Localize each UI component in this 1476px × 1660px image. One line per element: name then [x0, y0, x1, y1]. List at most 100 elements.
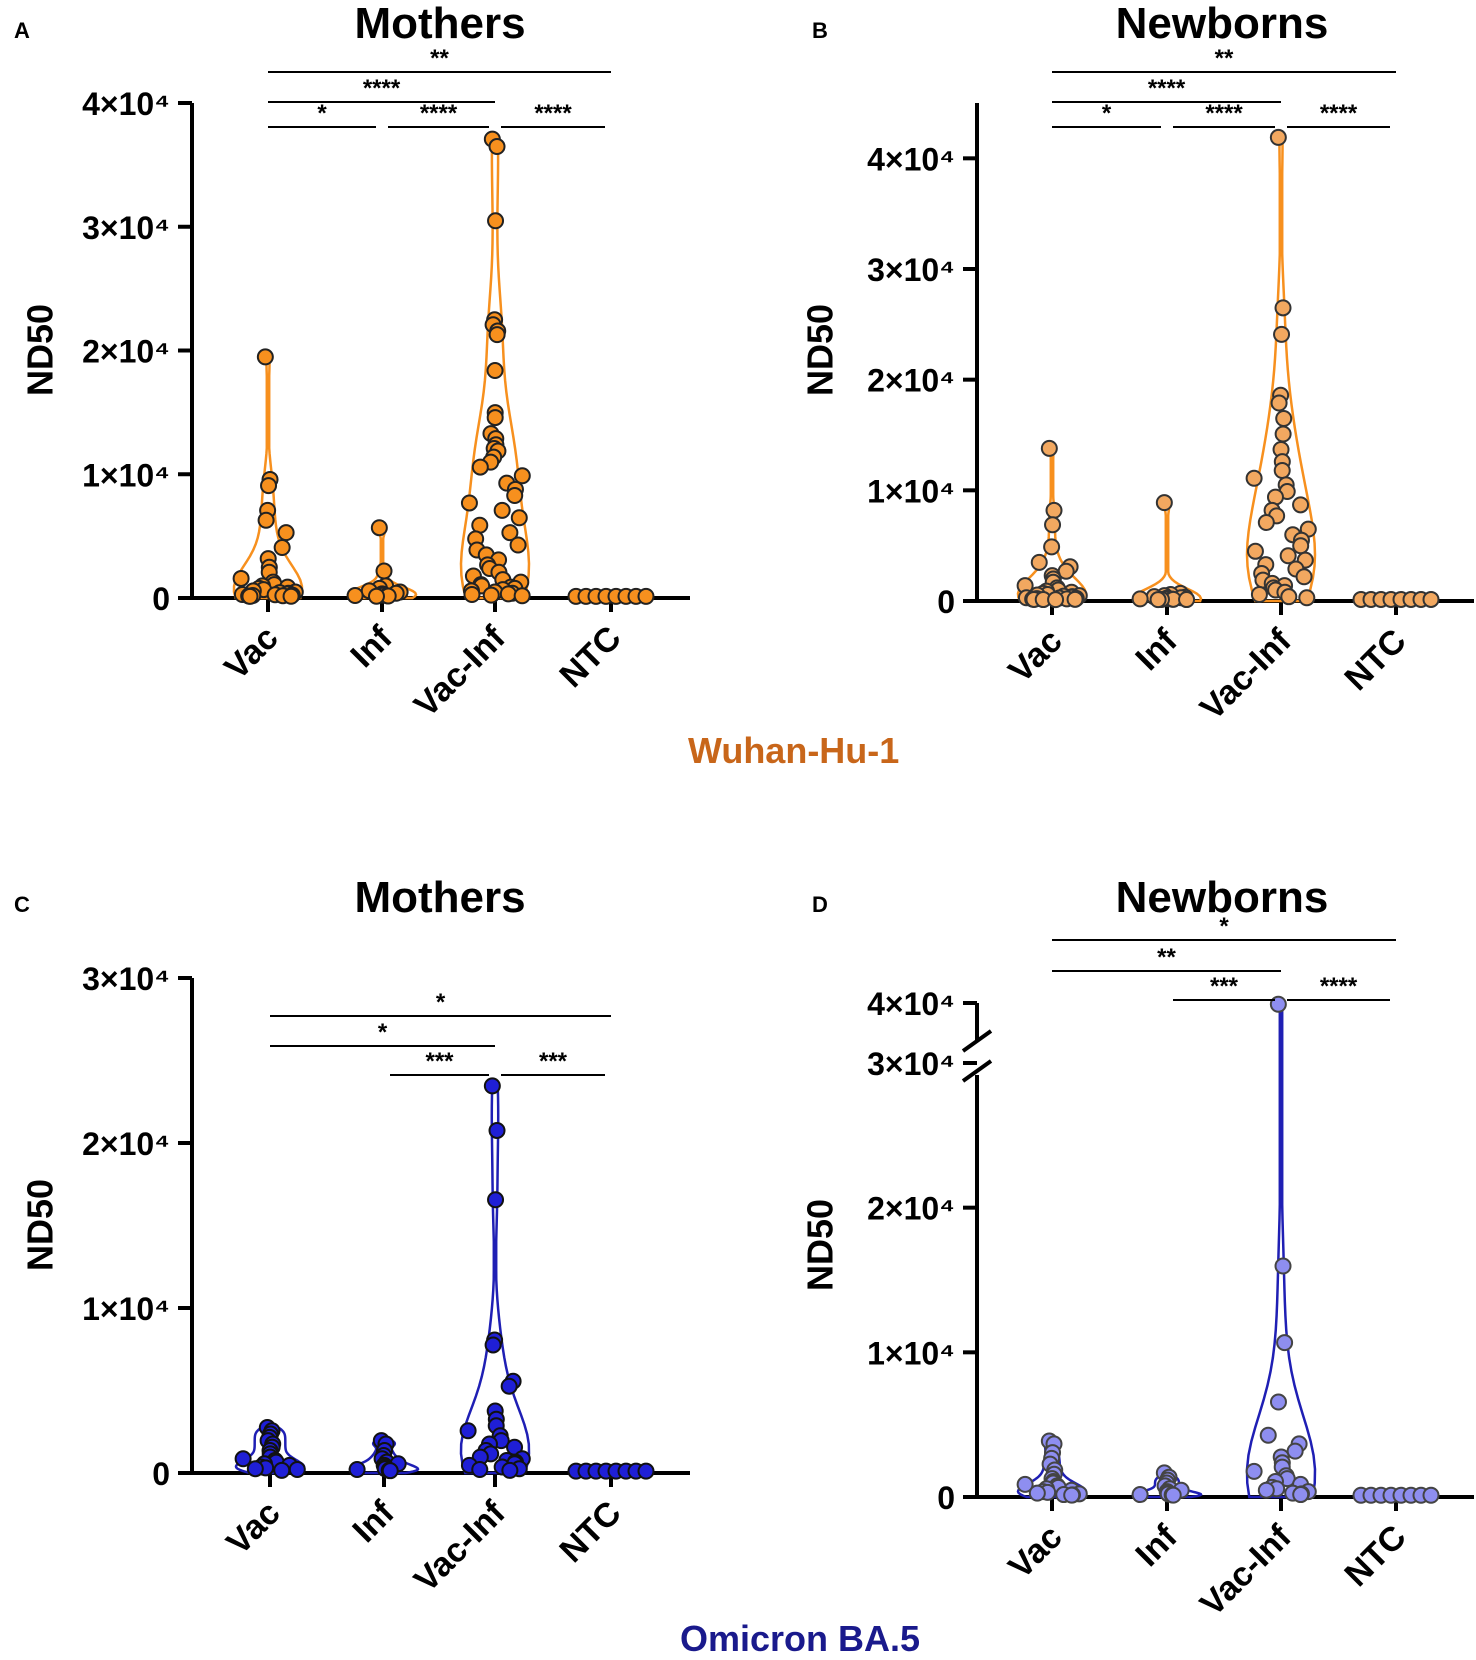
data-point	[1292, 1486, 1310, 1504]
data-point	[1250, 585, 1268, 603]
data-point	[484, 1336, 502, 1354]
panel-letter: B	[812, 18, 828, 43]
panel-letter: C	[14, 892, 30, 917]
y-tick-label: 0	[152, 581, 170, 617]
violin-vac-inf	[1245, 1004, 1317, 1499]
data-point	[1047, 591, 1065, 609]
data-point	[1245, 1462, 1263, 1480]
y-tick-label: 2×10⁴	[867, 1191, 955, 1227]
x-tick-label: Vac-Inf	[407, 1493, 513, 1599]
significance-label: ****	[1320, 973, 1358, 1000]
data-point	[1066, 590, 1084, 608]
panel-d: D Newborns ND50 0 1×10⁴ 2×10⁴ 3×10⁴ 4×10⁴ Vac Inf…	[800, 873, 1474, 1623]
data-point	[493, 501, 511, 519]
data-point	[1131, 590, 1149, 608]
data-point	[234, 1450, 252, 1468]
significance-label: **	[430, 45, 449, 72]
data-point	[488, 138, 506, 156]
data-point	[1274, 1257, 1292, 1275]
significance-label: **	[1215, 45, 1234, 72]
data-point	[506, 487, 524, 505]
data-point	[1040, 439, 1058, 457]
axis-break-mark	[961, 1059, 993, 1083]
data-point	[1274, 299, 1292, 317]
data-point	[513, 587, 531, 605]
x-tick-label: NTC	[1337, 1518, 1413, 1594]
data-point	[1269, 1393, 1287, 1411]
y-tick-label: 2×10⁴	[82, 334, 170, 370]
x-tick-label: Inf	[345, 1493, 402, 1550]
data-point	[288, 1461, 306, 1479]
x-tick-label: Inf	[343, 618, 400, 675]
data-point	[1063, 1486, 1081, 1504]
significance-label: **	[1157, 944, 1176, 971]
data-point	[483, 1077, 501, 1095]
chart-title: Newborns	[1116, 873, 1329, 922]
y-tick-label: 3×10⁴	[82, 210, 170, 246]
panel-b: B Newborns ND50 0 1×10⁴ 2×10⁴ 3×10⁴ 4×10⁴ Vac Inf…	[800, 0, 1474, 727]
significance-label: ***	[425, 1048, 454, 1075]
x-tick-label: NTC	[1337, 622, 1413, 698]
data-point	[1246, 542, 1264, 560]
chart-title: Mothers	[354, 0, 525, 48]
data-point	[637, 587, 655, 605]
y-tick-label: 0	[937, 584, 955, 620]
data-point	[488, 1121, 506, 1139]
data-point	[1245, 469, 1263, 487]
data-point	[482, 586, 500, 604]
data-point	[487, 212, 505, 230]
significance-label: *	[1219, 913, 1229, 940]
data-point	[500, 1377, 518, 1395]
data-point	[471, 458, 489, 476]
significance-label: ****	[1320, 100, 1358, 127]
panel-c: C Mothers ND50 0 1×10⁴ 2×10⁴ 3×10⁴ Vac Inf Vac-In…	[14, 873, 690, 1599]
y-tick-label: 1×10⁴	[82, 457, 170, 493]
data-point	[346, 587, 364, 605]
data-point	[1292, 537, 1310, 555]
data-point	[1030, 553, 1048, 571]
data-point	[1422, 590, 1440, 608]
significance-label: *	[1102, 100, 1112, 127]
x-tick-label: Vac-Inf	[1193, 621, 1299, 727]
x-tick-label: Vac	[219, 1494, 287, 1562]
data-point	[1274, 425, 1292, 443]
significance-label: ****	[420, 100, 458, 127]
x-tick-label: Vac-Inf	[407, 618, 513, 724]
data-point	[637, 1462, 655, 1480]
significance-label: ***	[1210, 973, 1239, 1000]
significance-label: ****	[363, 75, 401, 102]
data-point	[1273, 325, 1291, 343]
data-point	[1178, 591, 1196, 609]
significance-label: *	[317, 100, 327, 127]
data-point	[273, 1461, 291, 1479]
data-point	[501, 524, 519, 542]
variant-label-omicron: Omicron BA.5	[680, 1618, 921, 1659]
y-axis-label: ND50	[20, 304, 61, 396]
data-point	[1164, 1486, 1182, 1504]
data-point	[488, 326, 506, 344]
data-point	[260, 477, 278, 495]
significance-label: ****	[534, 100, 572, 127]
data-point	[1273, 462, 1291, 480]
data-point	[509, 536, 527, 554]
y-tick-label: 2×10⁴	[867, 363, 955, 399]
data-point	[241, 587, 259, 605]
data-point	[463, 586, 481, 604]
x-tick-label: Inf	[1128, 1517, 1185, 1574]
data-point	[1043, 538, 1061, 556]
x-tick-label: Vac	[217, 619, 285, 687]
y-tick-label: 1×10⁴	[867, 473, 955, 509]
data-point	[1257, 1481, 1275, 1499]
data-point	[1276, 1334, 1294, 1352]
violin-inf	[1131, 502, 1203, 603]
data-point	[487, 1191, 505, 1209]
data-point	[370, 519, 388, 537]
y-tick-label: 3×10⁴	[867, 252, 955, 288]
data-point	[375, 562, 393, 580]
data-point	[1286, 1442, 1304, 1460]
data-point	[282, 587, 300, 605]
chart-title: Newborns	[1116, 0, 1329, 48]
data-point	[1422, 1486, 1440, 1504]
